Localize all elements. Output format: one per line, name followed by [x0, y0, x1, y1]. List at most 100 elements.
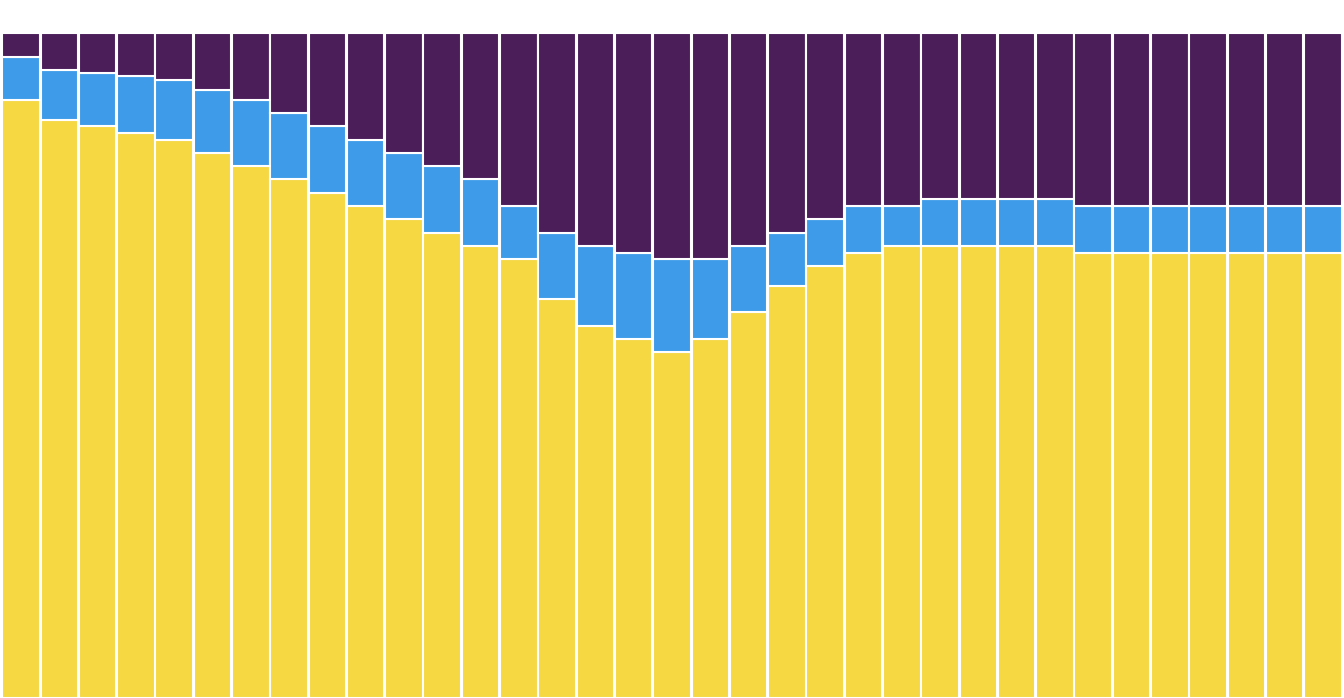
Bar — [730, 34, 767, 246]
Bar — [769, 34, 805, 232]
Bar — [921, 34, 958, 200]
Bar — [1113, 34, 1150, 206]
Bar — [40, 70, 78, 119]
Bar — [1150, 253, 1188, 698]
Bar — [1227, 253, 1265, 698]
Bar — [844, 34, 882, 206]
Bar — [1304, 206, 1341, 253]
Bar — [1189, 34, 1227, 206]
Bar — [117, 133, 155, 698]
Bar — [997, 246, 1035, 698]
Bar — [1150, 206, 1188, 253]
Bar — [883, 246, 921, 698]
Bar — [462, 34, 500, 179]
Bar — [1266, 253, 1304, 698]
Bar — [117, 77, 155, 133]
Bar — [960, 246, 997, 698]
Bar — [386, 219, 423, 698]
Bar — [730, 246, 767, 313]
Bar — [270, 179, 308, 698]
Bar — [997, 34, 1035, 200]
Bar — [500, 34, 538, 206]
Bar — [79, 126, 117, 698]
Bar — [117, 34, 155, 77]
Bar — [1150, 34, 1188, 206]
Bar — [921, 246, 958, 698]
Bar — [539, 232, 575, 299]
Bar — [79, 73, 117, 126]
Bar — [423, 232, 461, 698]
Bar — [616, 253, 652, 339]
Bar — [844, 253, 882, 698]
Bar — [960, 200, 997, 246]
Bar — [577, 326, 614, 698]
Bar — [462, 179, 500, 246]
Bar — [270, 34, 308, 113]
Bar — [1113, 253, 1150, 698]
Bar — [1266, 206, 1304, 253]
Bar — [194, 90, 231, 153]
Bar — [616, 339, 652, 698]
Bar — [692, 339, 728, 698]
Bar — [539, 34, 575, 232]
Bar — [309, 193, 347, 698]
Bar — [194, 153, 231, 698]
Bar — [1189, 206, 1227, 253]
Bar — [233, 34, 270, 100]
Bar — [347, 140, 384, 206]
Bar — [386, 153, 423, 219]
Bar — [270, 113, 308, 179]
Bar — [616, 34, 652, 253]
Bar — [1227, 34, 1265, 206]
Bar — [423, 166, 461, 232]
Bar — [233, 100, 270, 166]
Bar — [1266, 34, 1304, 206]
Bar — [3, 100, 40, 698]
Bar — [1189, 253, 1227, 698]
Bar — [997, 200, 1035, 246]
Bar — [386, 34, 423, 153]
Bar — [1036, 200, 1074, 246]
Bar — [40, 34, 78, 70]
Bar — [347, 206, 384, 698]
Bar — [653, 259, 691, 352]
Bar — [844, 206, 882, 253]
Bar — [1304, 34, 1341, 206]
Bar — [1036, 246, 1074, 698]
Bar — [500, 206, 538, 259]
Bar — [3, 57, 40, 100]
Bar — [500, 259, 538, 698]
Bar — [1304, 253, 1341, 698]
Bar — [1113, 206, 1150, 253]
Bar — [539, 299, 575, 698]
Bar — [156, 34, 194, 80]
Bar — [423, 34, 461, 166]
Bar — [462, 246, 500, 698]
Bar — [156, 140, 194, 698]
Bar — [156, 80, 194, 140]
Bar — [653, 34, 691, 259]
Bar — [883, 206, 921, 246]
Bar — [1074, 34, 1111, 206]
Bar — [653, 352, 691, 698]
Bar — [769, 232, 805, 286]
Bar — [3, 34, 40, 57]
Bar — [960, 34, 997, 200]
Bar — [883, 34, 921, 206]
Bar — [309, 34, 347, 126]
Bar — [347, 34, 384, 140]
Bar — [1036, 34, 1074, 200]
Bar — [806, 219, 844, 266]
Bar — [806, 266, 844, 698]
Bar — [1227, 206, 1265, 253]
Bar — [79, 34, 117, 73]
Bar — [309, 126, 347, 193]
Bar — [692, 259, 728, 339]
Bar — [40, 119, 78, 698]
Bar — [692, 34, 728, 259]
Bar — [1074, 206, 1111, 253]
Bar — [194, 34, 231, 90]
Bar — [730, 313, 767, 698]
Bar — [233, 166, 270, 698]
Bar — [577, 34, 614, 246]
